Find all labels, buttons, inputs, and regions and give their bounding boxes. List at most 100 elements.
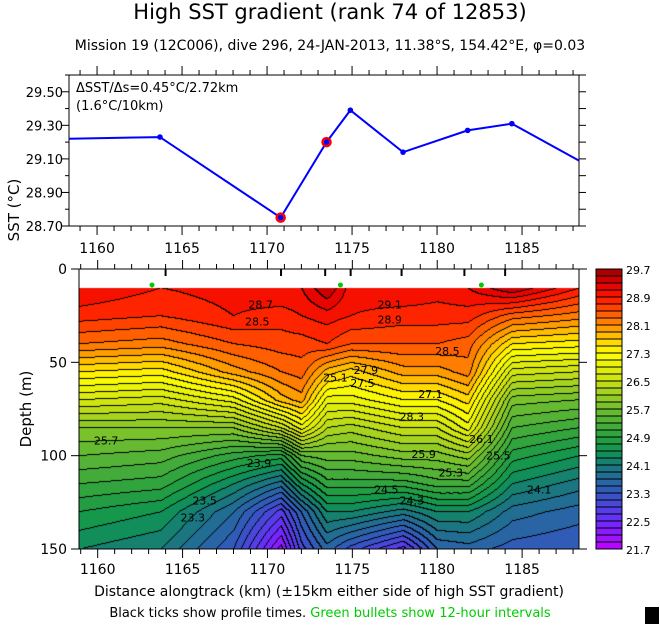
colorbar-swatch [595,268,623,277]
colorbar-label: 23.3 [626,488,651,501]
colorbar-swatch [595,310,623,319]
footnote-green-bullets: Green bullets show 12-hour intervals [310,606,551,621]
y-tick-label: 29.10 [26,153,63,168]
colorbar-swatch [595,520,623,529]
footnote: Black ticks show profile times. Green bu… [0,606,660,621]
contour-label: 25.7 [94,435,119,448]
x-tick-label: 1160 [80,562,116,578]
colorbar-swatch [595,443,623,452]
contour-label: 24.1 [527,483,552,496]
chart-title: High SST gradient (rank 74 of 12853) [133,0,527,24]
twelve-hour-bullet [337,282,343,288]
sst-point [157,134,163,140]
colorbar-label: 26.5 [626,376,651,389]
twelve-hour-bullet [478,282,484,288]
colorbar-swatch [595,499,623,508]
sst-point [347,107,354,114]
x-tick-label: 1170 [249,241,285,257]
contour-label: 27.9 [354,364,379,377]
y-tick-label: 150 [40,542,67,558]
colorbar-swatch [595,492,623,501]
black-square-marker [645,607,659,624]
y-tick-label: 28.90 [26,186,63,201]
colorbar-swatch [595,534,623,543]
sst-point [323,139,330,145]
x-tick-label: 1185 [504,241,540,257]
y-tick-label: 100 [40,449,67,465]
colorbar-swatch [595,345,623,354]
x-tick-label: 1170 [250,562,286,578]
sst-point [464,127,471,134]
sst-line [68,108,580,220]
colorbar-swatch [595,506,623,515]
contour-label: 23.5 [192,494,217,507]
contour-label: 25.5 [486,450,511,463]
colorbar-swatch [595,415,623,424]
contour-label: 27.1 [418,388,443,401]
colorbar-swatch [595,338,623,347]
temperature-section-chart: Depth (m) Distance alongtrack (km) (±15k… [17,260,651,600]
colorbar-swatch [595,429,623,438]
colorbar-swatch [595,541,623,550]
y-tick-label: 29.50 [26,86,63,101]
colorbar-swatch [595,366,623,375]
contour-label: 25.1 [323,371,348,384]
contour-label: 29.1 [377,298,402,311]
colorbar-swatch [595,450,623,459]
contour-label: 23.9 [247,457,272,470]
x-tick-label: 1180 [419,241,455,257]
x-tick-label: 1160 [79,241,115,257]
x-tick-label: 1165 [164,241,200,257]
highlighted-point [321,136,332,148]
sst-line-chart: SST (°C) ΔSST/Δs=0.45°C/2.72km (1.6°C/10… [5,66,586,257]
colorbar-swatch [595,380,623,389]
colorbar-label: 28.1 [626,320,651,333]
colorbar-label: 21.7 [626,544,651,557]
x-tick-label: 1175 [334,241,370,257]
x-tick-label: 1180 [419,562,455,578]
colorbar-label: 29.7 [626,264,651,277]
colorbar-swatch [595,471,623,480]
colorbar-swatch [595,485,623,494]
colorbar-swatch [595,331,623,340]
contour-label: 28.5 [245,315,270,328]
twelve-hour-bullet [149,282,155,288]
colorbar-label: 22.5 [626,516,651,529]
colorbar-swatch [595,436,623,445]
highlighted-point [275,212,286,223]
sst-point [277,214,284,221]
contour-label: 24.3 [400,494,425,507]
gradient-annotation-per-10km: (1.6°C/10km) [76,99,164,114]
contour-label: 28.3 [400,410,425,423]
colorbar-swatch [595,282,623,291]
contour-label: 26.1 [469,433,494,446]
colorbar-swatch [595,289,623,298]
y-tick-label: 0 [58,262,67,278]
colorbar-swatch [595,303,623,312]
colorbar-swatch [595,352,623,361]
footnote-black-ticks: Black ticks show profile times. [109,606,307,621]
y-tick-label: 28.70 [26,220,63,235]
x-tick-label: 1185 [504,562,540,578]
colorbar-swatch [595,408,623,417]
sst-point [509,120,515,127]
colorbar-swatch [595,359,623,368]
colorbar-swatch [595,394,623,403]
colorbar-label: 28.9 [626,292,651,305]
sst-y-axis-label: SST (°C) [5,179,23,242]
colorbar-label: 25.7 [626,404,651,417]
depth-axis-label: Depth (m) [17,371,35,448]
colorbar-swatch [595,527,623,536]
colorbar-swatch [595,324,623,333]
colorbar-swatch [595,296,623,305]
y-tick-label: 50 [49,355,67,371]
contour-label: 23.3 [181,511,206,524]
contour-label: 25.9 [411,448,436,461]
contour-label: 24.5 [374,483,399,496]
sst-point [400,149,406,155]
colorbar-swatch [595,387,623,396]
contour-label: 28.7 [248,298,273,311]
section-frame [78,268,580,550]
colorbar-swatch [595,422,623,431]
